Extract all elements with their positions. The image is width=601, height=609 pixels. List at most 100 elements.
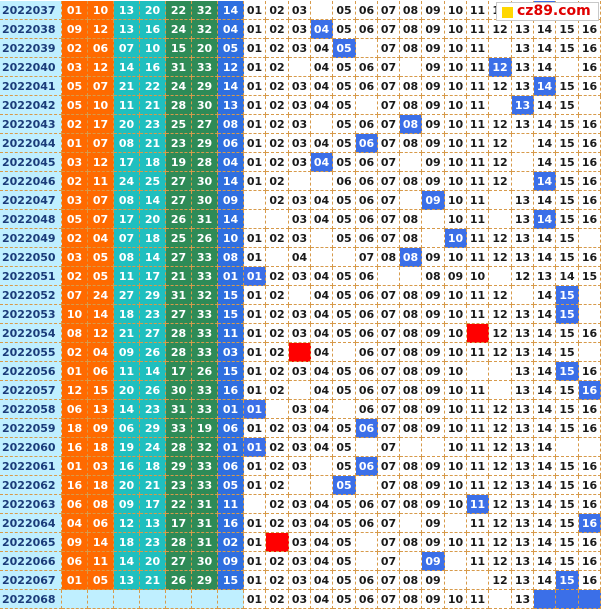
trend-cell: 15 bbox=[556, 77, 579, 96]
red-ball-cell: 02 bbox=[62, 229, 88, 248]
trend-cell bbox=[512, 134, 534, 153]
trend-cell: 11 bbox=[467, 381, 489, 400]
trend-cell: 01 bbox=[244, 134, 266, 153]
trend-cell: 01 bbox=[244, 571, 266, 590]
trend-cell bbox=[489, 96, 512, 115]
red-ball-cell: 31 bbox=[192, 533, 218, 552]
trend-cell: 16 bbox=[579, 153, 601, 172]
trend-cell: 03 bbox=[289, 590, 311, 609]
logo-square-icon bbox=[502, 7, 513, 18]
red-ball-cell: 07 bbox=[88, 77, 114, 96]
red-ball-cell: 07 bbox=[88, 191, 114, 210]
trend-cell bbox=[534, 590, 556, 609]
trend-cell: 14 bbox=[534, 286, 556, 305]
trend-cell: 09 bbox=[422, 115, 445, 134]
trend-cell: 02 bbox=[266, 324, 289, 343]
trend-cell: 03 bbox=[289, 153, 311, 172]
trend-cell: 09 bbox=[422, 191, 445, 210]
trend-cell: 09 bbox=[422, 96, 445, 115]
trend-cell: 01 bbox=[244, 590, 266, 609]
red-ball-cell: 31 bbox=[166, 400, 192, 419]
red-ball-cell: 11 bbox=[114, 362, 140, 381]
trend-cell: 08 bbox=[400, 305, 422, 324]
trend-cell: 03 bbox=[289, 191, 311, 210]
red-ball-cell: 05 bbox=[62, 77, 88, 96]
trend-cell: 13 bbox=[512, 362, 534, 381]
blue-ball-cell: 08 bbox=[218, 248, 244, 267]
trend-cell: 06 bbox=[356, 495, 378, 514]
trend-cell: 06 bbox=[356, 457, 378, 476]
period-cell: 2022056 bbox=[0, 362, 62, 381]
trend-cell bbox=[579, 286, 601, 305]
trend-cell: 01 bbox=[244, 438, 266, 457]
period-cell: 2022066 bbox=[0, 552, 62, 571]
trend-cell: 14 bbox=[534, 20, 556, 39]
trend-cell: 14 bbox=[534, 400, 556, 419]
red-ball-cell: 02 bbox=[62, 172, 88, 191]
trend-cell: 16 bbox=[579, 324, 601, 343]
trend-cell: 03 bbox=[289, 267, 311, 286]
trend-cell: 08 bbox=[400, 96, 422, 115]
trend-cell: 09 bbox=[445, 267, 467, 286]
trend-cell: 12 bbox=[489, 229, 512, 248]
trend-cell: 01 bbox=[244, 514, 266, 533]
red-ball-cell: 05 bbox=[88, 248, 114, 267]
blue-ball-cell: 15 bbox=[218, 362, 244, 381]
trend-cell: 02 bbox=[266, 172, 289, 191]
trend-cell: 09 bbox=[422, 457, 445, 476]
trend-cell: 16 bbox=[579, 172, 601, 191]
red-ball-cell: 17 bbox=[88, 115, 114, 134]
trend-cell bbox=[333, 400, 356, 419]
blue-ball-cell: 10 bbox=[218, 229, 244, 248]
trend-cell: 02 bbox=[266, 495, 289, 514]
trend-cell: 11 bbox=[467, 552, 489, 571]
trend-cell: 05 bbox=[333, 229, 356, 248]
trend-cell: 12 bbox=[489, 305, 512, 324]
trend-cell: 04 bbox=[311, 305, 333, 324]
red-ball-cell: 04 bbox=[62, 514, 88, 533]
red-ball-cell: 20 bbox=[140, 1, 166, 20]
trend-cell: 05 bbox=[333, 210, 356, 229]
trend-cell: 08 bbox=[400, 457, 422, 476]
trend-cell: 14 bbox=[534, 210, 556, 229]
trend-cell: 06 bbox=[356, 191, 378, 210]
blue-ball-cell: 09 bbox=[218, 552, 244, 571]
red-ball-cell: 10 bbox=[88, 96, 114, 115]
red-ball-cell: 17 bbox=[140, 495, 166, 514]
red-ball-cell: 31 bbox=[192, 495, 218, 514]
red-ball-cell: 10 bbox=[62, 305, 88, 324]
trend-cell: 09 bbox=[422, 248, 445, 267]
trend-cell: 11 bbox=[467, 305, 489, 324]
red-ball-cell: 02 bbox=[62, 267, 88, 286]
trend-cell: 03 bbox=[289, 1, 311, 20]
period-cell: 2022038 bbox=[0, 20, 62, 39]
trend-cell: 15 bbox=[556, 115, 579, 134]
red-ball-cell: 20 bbox=[114, 115, 140, 134]
trend-cell: 14 bbox=[534, 77, 556, 96]
trend-cell: 11 bbox=[467, 457, 489, 476]
trend-cell: 16 bbox=[579, 552, 601, 571]
trend-cell: 14 bbox=[534, 305, 556, 324]
trend-cell: 14 bbox=[534, 552, 556, 571]
trend-cell: 03 bbox=[289, 514, 311, 533]
red-ball-cell: 24 bbox=[140, 438, 166, 457]
trend-cell: 09 bbox=[422, 400, 445, 419]
red-ball-cell: 02 bbox=[62, 343, 88, 362]
trend-cell bbox=[244, 495, 266, 514]
trend-cell: 05 bbox=[333, 457, 356, 476]
trend-cell: 04 bbox=[311, 96, 333, 115]
site-logo[interactable]: cz89.com bbox=[496, 2, 599, 21]
trend-cell: 15 bbox=[556, 457, 579, 476]
trend-cell: 07 bbox=[378, 96, 400, 115]
red-ball-cell: 32 bbox=[192, 438, 218, 457]
trend-cell: 01 bbox=[244, 267, 266, 286]
trend-cell: 02 bbox=[266, 191, 289, 210]
trend-cell: 02 bbox=[266, 552, 289, 571]
trend-cell: 06 bbox=[356, 134, 378, 153]
trend-cell: 01 bbox=[244, 115, 266, 134]
red-ball-cell: 33 bbox=[192, 305, 218, 324]
red-ball-cell: 30 bbox=[192, 96, 218, 115]
red-ball-cell: 18 bbox=[88, 476, 114, 495]
red-ball-cell: 25 bbox=[166, 229, 192, 248]
trend-cell: 10 bbox=[445, 191, 467, 210]
